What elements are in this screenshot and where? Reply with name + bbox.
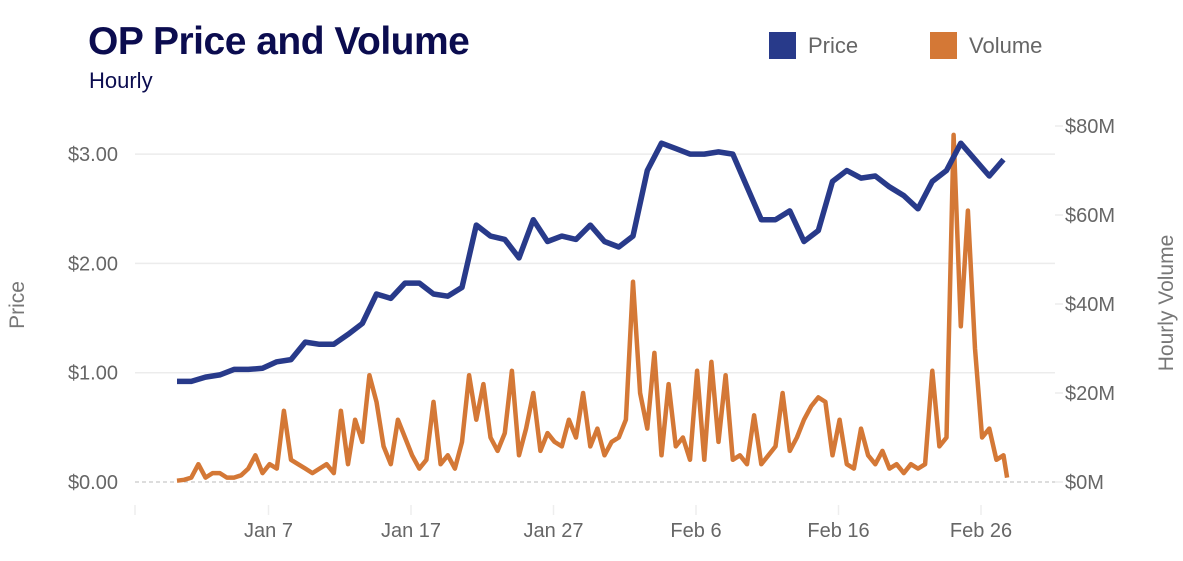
legend-item-volume[interactable]: Volume [930, 32, 1042, 59]
y-left-tick-label: $3.00 [68, 144, 118, 166]
x-tick-label: Jan 7 [244, 520, 293, 542]
x-tick-label: Feb 6 [670, 520, 721, 542]
x-tick-label: Jan 27 [523, 520, 583, 542]
chart-title: OP Price and Volume [88, 20, 470, 63]
volume-line [176, 132, 1010, 483]
y-right-tick-label: $80M [1065, 116, 1115, 138]
x-tick-label: Feb 26 [950, 520, 1012, 542]
legend-swatch-price [769, 32, 796, 59]
x-tick-label: Feb 16 [807, 520, 869, 542]
price-line [177, 140, 1006, 385]
y-right-tick-label: $60M [1065, 205, 1115, 227]
y-left-tick-label: $0.00 [68, 472, 118, 494]
chart-subtitle: Hourly [89, 68, 153, 93]
y-right-tick-label: $40M [1065, 294, 1115, 316]
legend-label-price: Price [808, 32, 859, 58]
x-tick-label: Jan 17 [381, 520, 441, 542]
legend-swatch-volume [930, 32, 957, 59]
y-right-tick-label: $20M [1065, 383, 1115, 405]
legend-label-volume: Volume [969, 32, 1043, 58]
y-left-axis-label: Price [6, 281, 29, 329]
legend-item-price[interactable]: Price [769, 32, 858, 59]
y-right-tick-label: $0M [1065, 472, 1104, 494]
y-right-axis-label: Hourly Volume [1155, 235, 1178, 372]
y-left-tick-label: $2.00 [68, 253, 118, 275]
y-left-tick-label: $1.00 [68, 363, 118, 385]
